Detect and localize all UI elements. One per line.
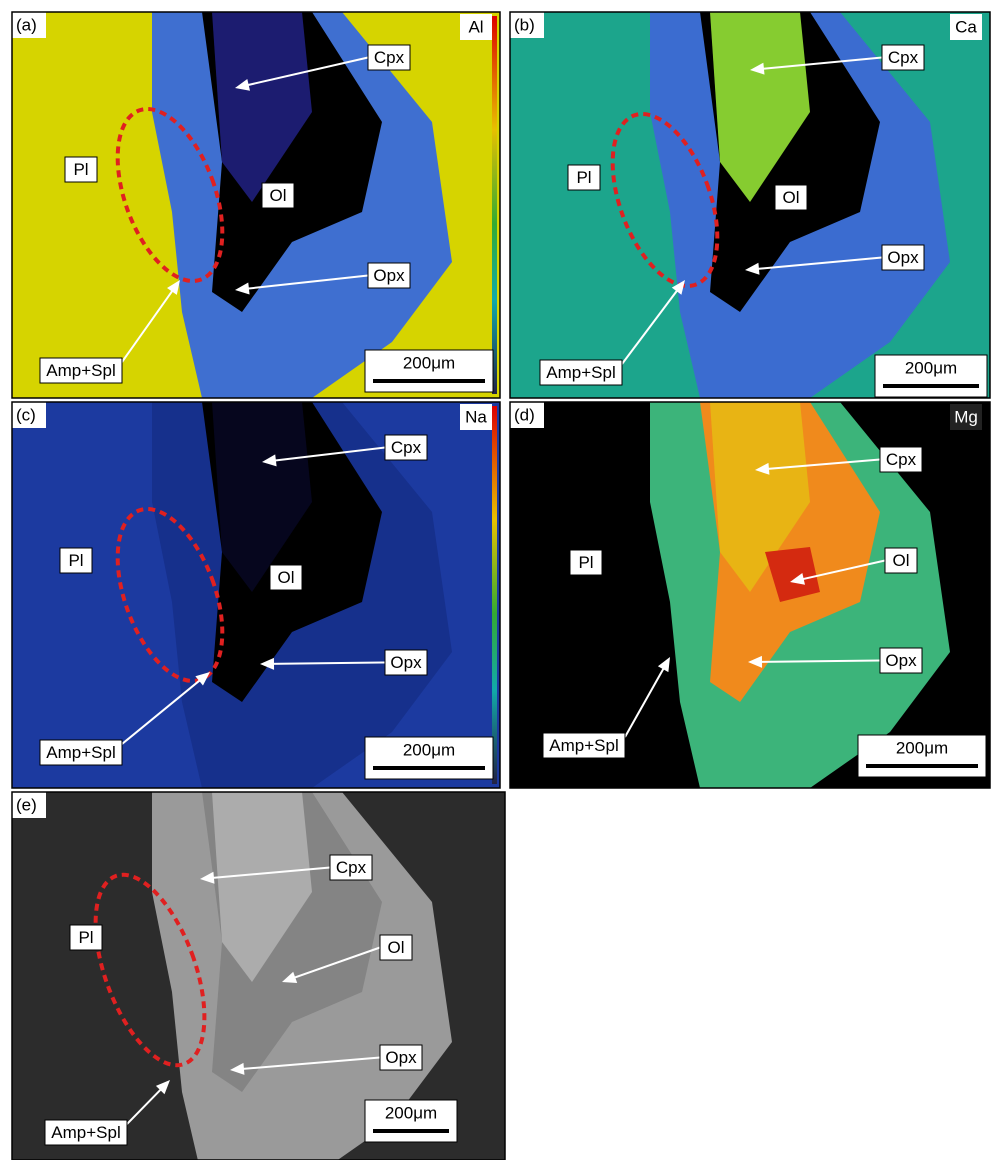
color-bar [492, 406, 497, 784]
panel: (d) Mg Cpx Ol Opx Amp+Spl Pl 200μm [510, 402, 990, 788]
scale-label: 200μm [403, 740, 455, 759]
panel-label: (d) [514, 405, 535, 424]
scale-label: 200μm [905, 358, 957, 377]
annotation-label: Cpx [374, 48, 405, 67]
annotation-label: Pl [78, 928, 93, 947]
scale-label: 200μm [403, 353, 455, 372]
scale-bar [866, 764, 978, 768]
color-bar [492, 16, 497, 394]
panel: (c) Na Cpx Ol Opx Amp+Spl Pl 200μm [12, 402, 500, 788]
element-label: Ca [955, 17, 977, 36]
arrow-line [758, 661, 880, 662]
scale-bar [373, 1129, 449, 1133]
annotation-label: Opx [373, 266, 405, 285]
annotation-label: Amp+Spl [46, 361, 115, 380]
annotation-label: Ol [278, 568, 295, 587]
annotation-label: Opx [390, 653, 422, 672]
scale-bar [883, 384, 979, 388]
annotation-label: Pl [576, 168, 591, 187]
panel: (b) Ca Cpx Ol Opx Amp+Spl Pl 200μm [510, 12, 990, 398]
arrow-line [270, 663, 385, 664]
scale-bar [373, 766, 485, 770]
figure: (a) Al Cpx Ol Opx Amp+Spl Pl 200μm (b) Ca Cpx Ol Opx… [0, 0, 992, 1160]
panel-label: (e) [16, 795, 37, 814]
scale-label: 200μm [385, 1103, 437, 1122]
scale-label: 200μm [896, 738, 948, 757]
annotation-label: Opx [885, 651, 917, 670]
annotation-label: Pl [578, 553, 593, 572]
element-label: Al [468, 17, 483, 36]
annotation-label: Cpx [391, 438, 422, 457]
annotation-label: Amp+Spl [46, 743, 115, 762]
annotation-label: Amp+Spl [549, 736, 618, 755]
element-label: Mg [954, 407, 978, 426]
annotation-label: Ol [893, 551, 910, 570]
annotation-label: Ol [270, 186, 287, 205]
annotation-label: Amp+Spl [546, 363, 615, 382]
annotation-label: Amp+Spl [51, 1123, 120, 1142]
scale-bar [373, 379, 485, 383]
panel-label: (a) [16, 15, 37, 34]
panel: (e) Cpx Ol Opx Amp+Spl Pl 200μm [12, 792, 505, 1160]
annotation-label: Pl [73, 160, 88, 179]
annotation-label: Ol [388, 938, 405, 957]
annotation-label: Cpx [886, 450, 917, 469]
annotation-label: Opx [887, 248, 919, 267]
annotation-label: Opx [385, 1048, 417, 1067]
panel: (a) Al Cpx Ol Opx Amp+Spl Pl 200μm [12, 12, 500, 398]
annotation-label: Cpx [888, 48, 919, 67]
annotation-label: Pl [68, 551, 83, 570]
panel-label: (c) [16, 405, 36, 424]
element-label: Na [465, 407, 487, 426]
annotation-label: Ol [783, 188, 800, 207]
annotation-label: Cpx [336, 858, 367, 877]
panel-label: (b) [514, 15, 535, 34]
